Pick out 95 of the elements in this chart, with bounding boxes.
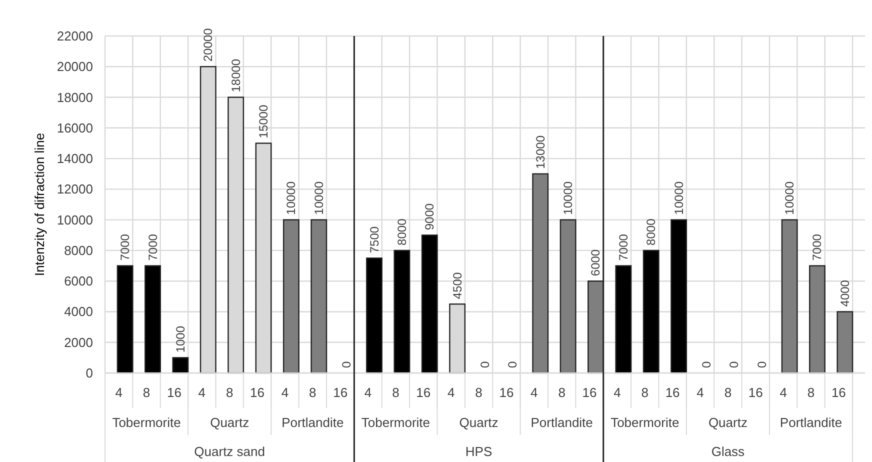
data-label: 13000	[533, 135, 548, 169]
bar	[172, 357, 189, 374]
y-tick-label: 2000	[64, 334, 93, 350]
x-tick-label: 4	[780, 385, 787, 400]
x-tick-label: 8	[807, 385, 815, 400]
bar	[781, 219, 798, 374]
x-tick-label: 4	[364, 385, 372, 400]
text: Quartz	[210, 415, 250, 430]
text: Tobermorite	[610, 415, 680, 430]
data-label: 0	[478, 361, 492, 368]
bar	[809, 265, 826, 374]
data-label: 8000	[644, 218, 658, 246]
data-label: 10000	[561, 181, 576, 215]
y-tick-label: 4000	[64, 304, 93, 320]
data-label: 8000	[394, 218, 409, 246]
data-label: 10000	[284, 181, 298, 215]
data-label: 6000	[588, 249, 603, 276]
x-tick-label: 16	[416, 385, 431, 400]
data-label: 15000	[256, 104, 271, 138]
bar	[642, 250, 660, 374]
data-label: 10000	[312, 181, 326, 215]
bar	[615, 265, 632, 374]
x-tick-label: 16	[582, 385, 597, 400]
bar	[282, 219, 300, 374]
y-tick-label: 6000	[64, 274, 93, 289]
y-tick-label: 10000	[56, 212, 93, 228]
x-tick-label: 16	[166, 385, 182, 400]
x-tick-label: 4	[281, 385, 289, 400]
text: Quartz	[459, 415, 498, 430]
x-tick-label: 4	[530, 385, 538, 400]
data-label: 7500	[367, 226, 382, 254]
x-tick-label: 16	[333, 385, 348, 400]
bar	[836, 311, 854, 374]
data-label: 0	[754, 361, 769, 368]
y-tick-label: 8000	[64, 242, 93, 258]
bar	[421, 234, 438, 374]
text: Portlandite	[530, 415, 593, 430]
x-tick-label: 16	[250, 385, 265, 400]
text: Glass	[711, 444, 746, 459]
y-tick-label: 0	[86, 366, 93, 380]
bar	[144, 265, 161, 374]
text: Portlandite	[780, 415, 842, 430]
y-axis-title: Intenzity of difraction line	[32, 132, 47, 276]
y-tick-label: 22000	[56, 28, 93, 44]
x-tick-label: 16	[831, 385, 846, 400]
x-tick-label: 8	[309, 385, 316, 400]
x-tick-label: 16	[748, 385, 763, 400]
data-label: 7000	[146, 234, 160, 261]
x-tick-label: 8	[724, 385, 732, 400]
text: Quartz sand	[194, 444, 266, 459]
bar	[116, 265, 134, 374]
bar	[670, 219, 688, 374]
bar	[560, 219, 576, 374]
data-label: 0	[699, 361, 714, 368]
data-label: 1000	[173, 326, 188, 353]
data-label: 7000	[810, 234, 824, 261]
x-tick-label: 4	[696, 385, 704, 400]
x-tick-label: 16	[665, 385, 680, 400]
x-tick-label: 16	[499, 385, 514, 400]
y-tick-label: 16000	[56, 120, 93, 136]
bar	[310, 219, 328, 374]
text: HPS	[465, 444, 492, 459]
x-tick-label: 4	[614, 385, 621, 400]
data-label: 4000	[838, 280, 852, 307]
x-tick-label: 8	[142, 385, 150, 400]
data-label: 4500	[450, 272, 464, 300]
data-label: 18000	[228, 58, 243, 92]
y-tick-label: 18000	[56, 90, 93, 105]
x-tick-label: 8	[392, 385, 400, 400]
text: Quartz	[708, 415, 748, 430]
x-tick-label: 8	[558, 385, 566, 400]
data-label: 10000	[672, 181, 686, 215]
data-label: 9000	[422, 203, 437, 230]
data-label: 7000	[616, 234, 630, 261]
bar	[394, 250, 410, 374]
data-label: 10000	[782, 181, 797, 215]
x-tick-label: 4	[198, 385, 206, 400]
data-label: 0	[340, 361, 354, 368]
x-tick-label: 8	[226, 385, 234, 400]
y-tick-label: 20000	[56, 59, 93, 74]
y-tick-label: 14000	[56, 151, 93, 166]
data-label: 20000	[201, 28, 216, 62]
x-tick-label: 4	[447, 385, 455, 400]
bar	[532, 173, 549, 374]
text: Tobermorite	[361, 415, 430, 430]
text: Portlandite	[282, 415, 344, 430]
y-tick-label: 12000	[56, 182, 93, 197]
text: Tobermorite	[112, 415, 181, 430]
data-label: 0	[506, 361, 520, 368]
x-tick-label: 4	[115, 385, 122, 400]
data-label: 7000	[118, 234, 132, 261]
data-label: 0	[727, 361, 742, 368]
bar	[366, 258, 382, 374]
x-tick-label: 8	[641, 385, 649, 400]
x-tick-label: 8	[475, 385, 482, 400]
